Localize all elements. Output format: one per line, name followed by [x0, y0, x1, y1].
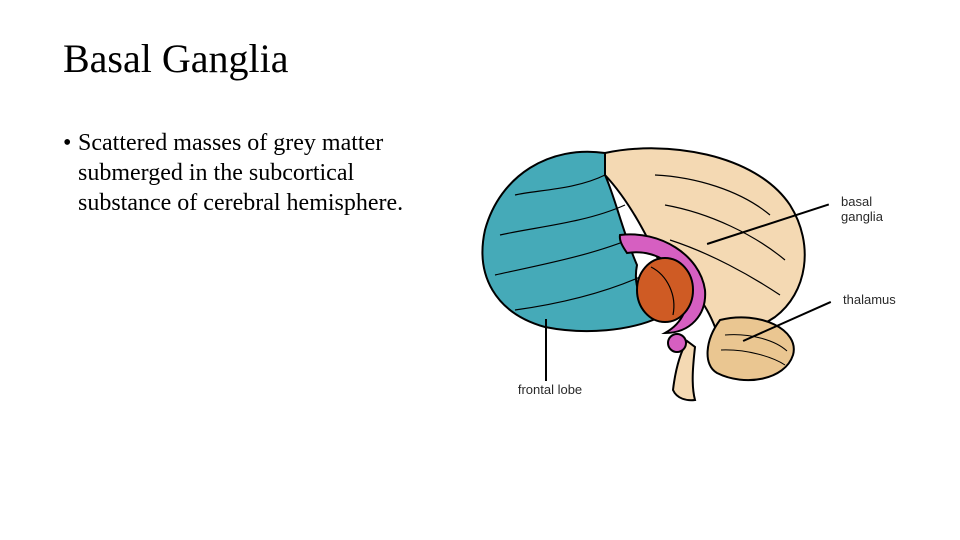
label-text: ganglia	[841, 209, 883, 224]
brain-svg	[455, 135, 835, 425]
label-text: basal	[841, 194, 872, 209]
bullet-text: Scattered masses of grey matter submerge…	[78, 130, 403, 216]
label-frontal-lobe: frontal lobe	[510, 383, 590, 398]
bullet-dot: •	[63, 128, 71, 158]
label-thalamus: thalamus	[843, 293, 896, 308]
brain-diagram: basal ganglia thalamus frontal lobe	[455, 135, 905, 435]
label-basal-ganglia: basal ganglia	[841, 195, 883, 225]
slide-title: Basal Ganglia	[63, 35, 289, 82]
bullet-item: • Scattered masses of grey matter submer…	[78, 128, 428, 218]
leader-line	[545, 319, 547, 381]
